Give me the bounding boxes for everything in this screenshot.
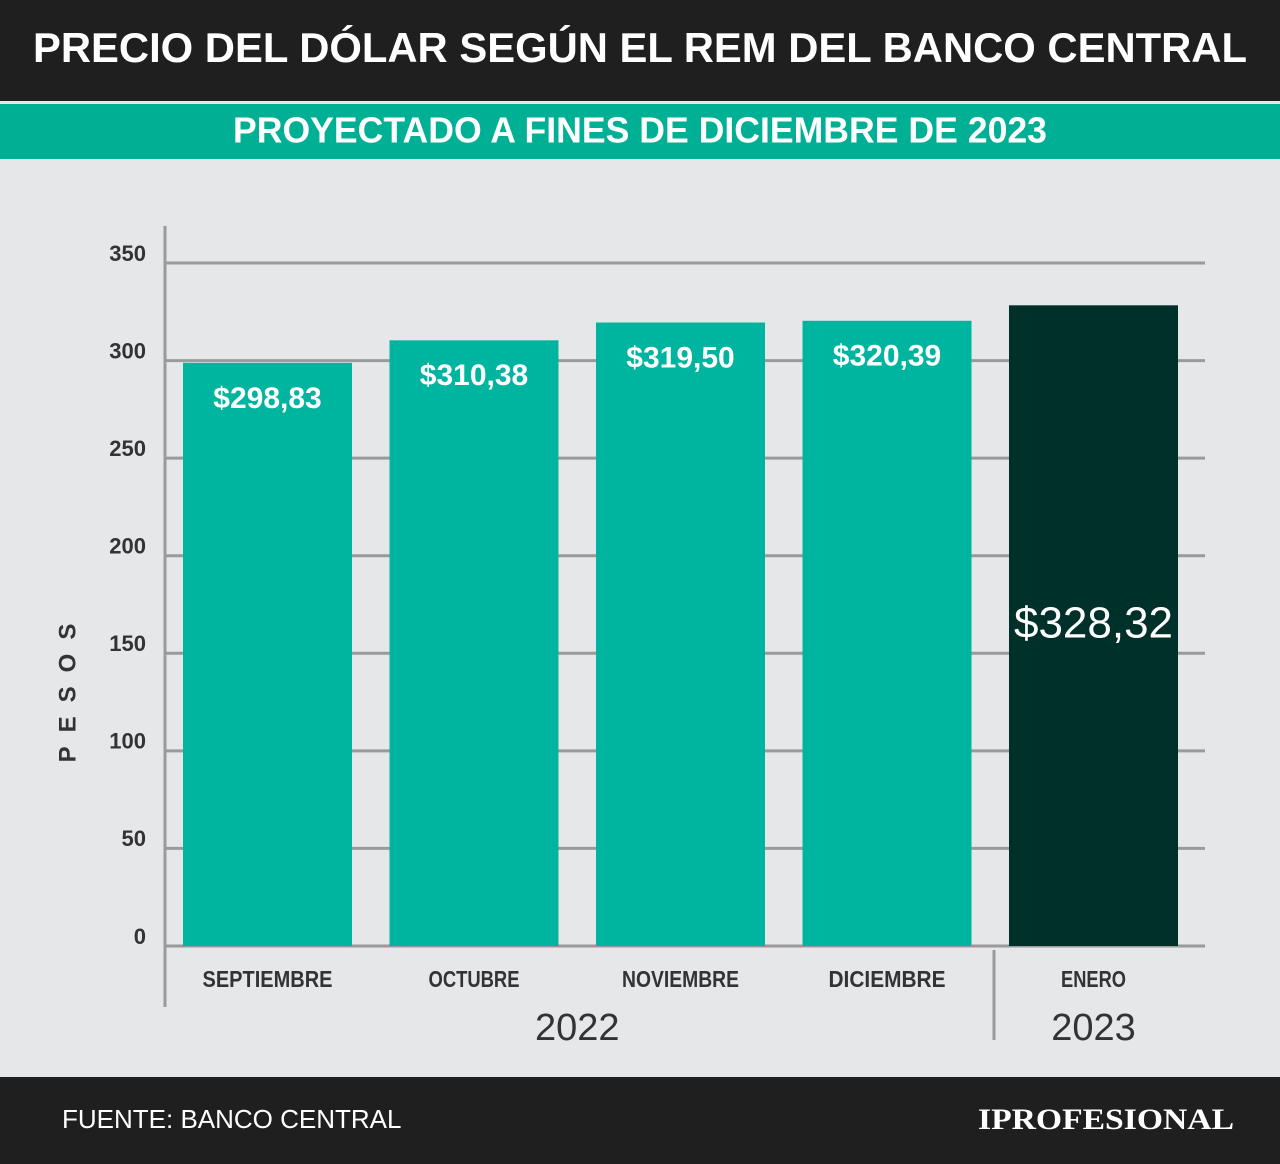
- value-label: $320,39: [833, 340, 941, 373]
- brand-logo: IPROFESIONAL: [978, 1103, 1234, 1136]
- x-tick-label: ENERO: [1061, 966, 1126, 992]
- x-tick-label: DICIEMBRE: [829, 966, 946, 992]
- y-axis-label: PESOS: [54, 610, 81, 763]
- x-tick-label: SEPTIEMBRE: [203, 966, 333, 992]
- value-label: $298,83: [213, 382, 321, 415]
- bar: [389, 340, 559, 946]
- x-group-label: 2023: [1051, 1007, 1136, 1049]
- value-label: $328,32: [1014, 598, 1173, 647]
- x-tick-label: NOVIEMBRE: [622, 966, 739, 992]
- bar: [1009, 305, 1178, 946]
- footer-band: [0, 1077, 1280, 1164]
- chart-title: PRECIO DEL DÓLAR SEGÚN EL REM DEL BANCO …: [33, 23, 1247, 71]
- chart-subtitle: PROYECTADO A FINES DE DICIEMBRE DE 2023: [233, 110, 1047, 151]
- y-tick-label: 100: [109, 729, 146, 754]
- value-label: $319,50: [626, 341, 734, 374]
- y-tick-label: 300: [109, 338, 146, 363]
- y-tick-label: 50: [122, 826, 146, 851]
- bar: [596, 322, 765, 947]
- bar: [802, 320, 972, 946]
- y-tick-label: 0: [134, 924, 146, 949]
- y-tick-label: 350: [109, 241, 146, 266]
- y-tick-label: 200: [109, 534, 146, 559]
- bar: [183, 362, 352, 946]
- source: FUENTE: BANCO CENTRAL: [62, 1104, 402, 1134]
- value-label: $310,38: [420, 359, 528, 392]
- title-band: [0, 0, 1280, 101]
- x-tick-label: OCTUBRE: [429, 966, 520, 992]
- x-group-label: 2022: [535, 1007, 620, 1049]
- subtitle-band: [0, 104, 1280, 159]
- y-tick-label: 150: [109, 631, 146, 656]
- y-tick-label: 250: [109, 436, 146, 461]
